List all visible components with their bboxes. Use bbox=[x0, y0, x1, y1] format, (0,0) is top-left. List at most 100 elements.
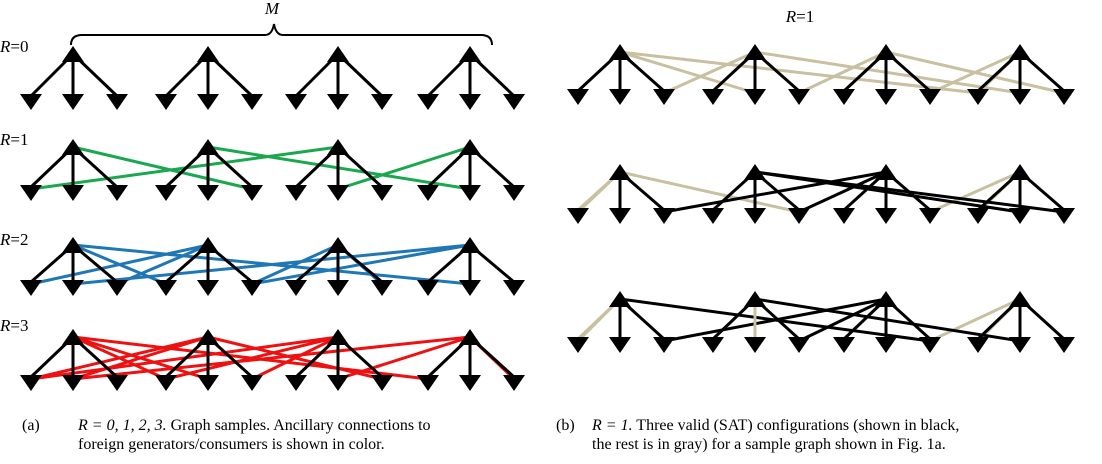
consumer-node bbox=[62, 185, 84, 201]
consumer-node bbox=[788, 208, 810, 224]
generator-node bbox=[62, 46, 84, 62]
consumer-node bbox=[106, 185, 128, 201]
consumer-node bbox=[833, 208, 855, 224]
consumer-node bbox=[1053, 337, 1075, 353]
consumer-node bbox=[609, 89, 631, 105]
generator-node bbox=[197, 237, 219, 253]
panel-a-row-2 bbox=[20, 237, 525, 296]
panel-b-config-2 bbox=[567, 291, 1075, 353]
ancillary-edge bbox=[29, 335, 210, 381]
ancillary-edge bbox=[336, 335, 472, 381]
consumer-node bbox=[744, 89, 766, 105]
ancillary-edge bbox=[29, 243, 210, 286]
consumer-node bbox=[327, 375, 349, 391]
generator-node bbox=[327, 46, 349, 62]
consumer-node bbox=[459, 280, 481, 296]
ancillary-edge bbox=[336, 145, 472, 191]
consumer-node bbox=[417, 280, 439, 296]
consumer-node bbox=[327, 94, 349, 110]
consumer-node bbox=[609, 208, 631, 224]
caption-b-text-2: the rest is in gray) for a sample graph … bbox=[592, 436, 946, 453]
generator-node bbox=[1009, 291, 1031, 307]
caption-b-math: R = 1. bbox=[592, 417, 633, 434]
consumer-node bbox=[62, 375, 84, 391]
consumer-node bbox=[967, 208, 989, 224]
generator-node bbox=[744, 164, 766, 180]
generator-node bbox=[327, 139, 349, 155]
consumer-node bbox=[459, 185, 481, 201]
consumer-node bbox=[788, 89, 810, 105]
consumer-node bbox=[155, 94, 177, 110]
consumer-node bbox=[371, 280, 393, 296]
consumer-node bbox=[503, 94, 525, 110]
generator-node bbox=[609, 291, 631, 307]
consumer-node bbox=[197, 94, 219, 110]
consumer-node bbox=[875, 337, 897, 353]
generator-node bbox=[609, 44, 631, 60]
panel-a-row-0 bbox=[20, 46, 525, 110]
consumer-node bbox=[20, 94, 42, 110]
consumer-node bbox=[967, 337, 989, 353]
caption-b: (b) R = 1. Three valid (SAT) configurati… bbox=[556, 416, 1102, 456]
consumer-node bbox=[744, 337, 766, 353]
generator-node bbox=[744, 291, 766, 307]
generator-node bbox=[1009, 164, 1031, 180]
ancillary-edge bbox=[250, 243, 340, 286]
inactive-edge bbox=[928, 297, 1022, 343]
consumer-node bbox=[197, 375, 219, 391]
consumer-node bbox=[1009, 337, 1031, 353]
consumer-node bbox=[20, 375, 42, 391]
consumer-node bbox=[417, 185, 439, 201]
ancillary-edge bbox=[71, 243, 472, 286]
row-label-r2: R=2 bbox=[0, 230, 28, 249]
consumer-node bbox=[327, 280, 349, 296]
consumer-node bbox=[371, 375, 393, 391]
generator-node bbox=[1009, 44, 1031, 60]
row-label-r0: R=0 bbox=[0, 37, 28, 56]
inactive-edge bbox=[618, 170, 801, 214]
generator-node bbox=[62, 237, 84, 253]
row-label-r3: R=3 bbox=[0, 316, 28, 335]
panel-a-graphs bbox=[20, 46, 525, 391]
consumer-node bbox=[702, 208, 724, 224]
consumer-node bbox=[919, 208, 941, 224]
generator-node bbox=[459, 139, 481, 155]
consumer-node bbox=[1053, 208, 1075, 224]
consumer-node bbox=[567, 337, 589, 353]
consumer-node bbox=[241, 94, 263, 110]
active-edge bbox=[797, 170, 888, 214]
generator-node bbox=[875, 291, 897, 307]
consumer-node bbox=[702, 337, 724, 353]
consumer-node bbox=[155, 280, 177, 296]
consumer-node bbox=[62, 280, 84, 296]
caption-a-tag: (a) bbox=[22, 417, 40, 434]
ancillary-edge bbox=[71, 335, 210, 381]
consumer-node bbox=[833, 337, 855, 353]
consumer-node bbox=[285, 375, 307, 391]
ancillary-edge bbox=[164, 335, 340, 381]
panel-a-row-3 bbox=[20, 329, 525, 391]
consumer-node bbox=[1009, 208, 1031, 224]
consumer-node bbox=[371, 94, 393, 110]
consumer-node bbox=[875, 208, 897, 224]
consumer-node bbox=[919, 337, 941, 353]
consumer-node bbox=[503, 280, 525, 296]
generator-node bbox=[197, 139, 219, 155]
row-label-r1: R=1 bbox=[0, 130, 28, 149]
consumer-node bbox=[459, 375, 481, 391]
consumer-node bbox=[744, 208, 766, 224]
consumer-node bbox=[241, 185, 263, 201]
consumer-node bbox=[371, 185, 393, 201]
consumer-node bbox=[875, 89, 897, 105]
consumer-node bbox=[197, 280, 219, 296]
consumer-node bbox=[833, 89, 855, 105]
consumer-node bbox=[459, 94, 481, 110]
consumer-node bbox=[155, 375, 177, 391]
consumer-node bbox=[285, 94, 307, 110]
inactive-edge bbox=[928, 170, 1022, 214]
generator-node bbox=[609, 164, 631, 180]
consumer-node bbox=[653, 89, 675, 105]
panel-b-graphs bbox=[567, 44, 1075, 353]
ancillary-edge bbox=[71, 335, 472, 381]
panel-b-config-0 bbox=[567, 44, 1075, 105]
